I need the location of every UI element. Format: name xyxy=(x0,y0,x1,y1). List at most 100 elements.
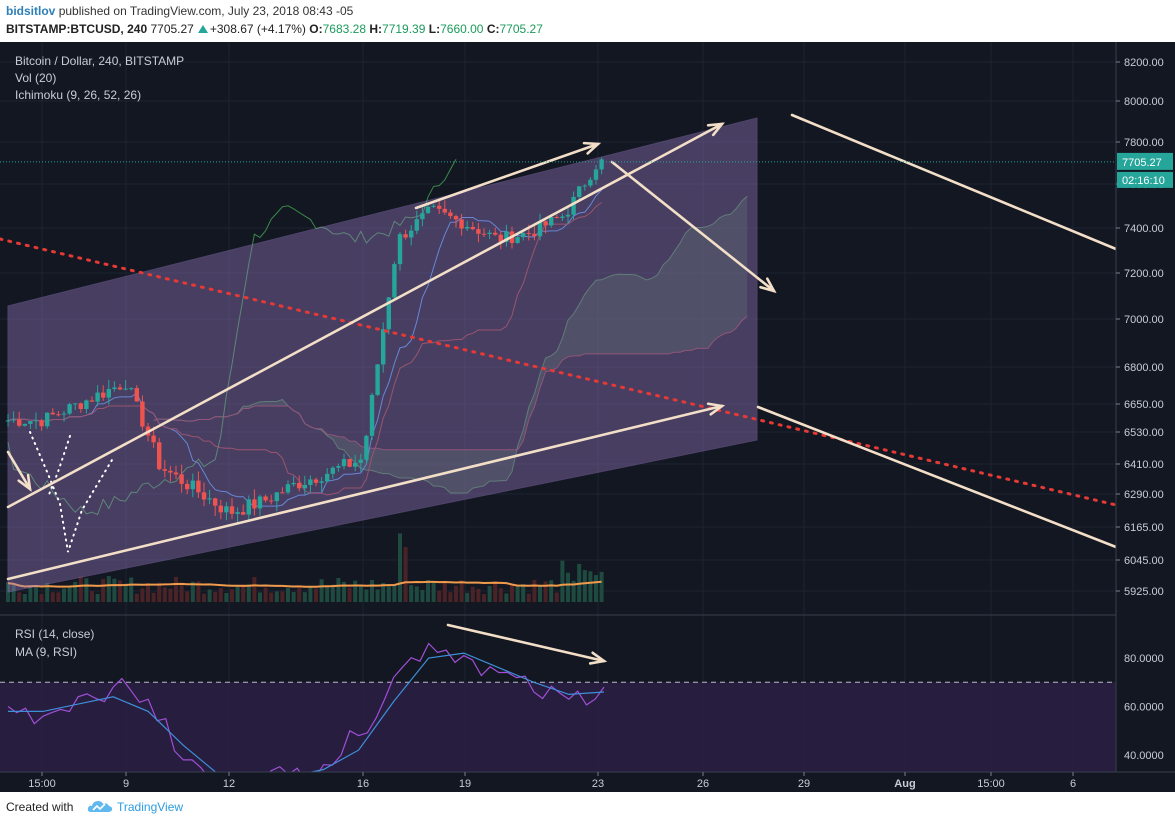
volume-bar xyxy=(336,577,341,602)
symbol-label: BITSTAMP:BTCUSD, 240 xyxy=(6,22,148,36)
volume-bar xyxy=(269,592,274,602)
candle-body xyxy=(22,423,27,426)
volume-bar xyxy=(17,592,22,602)
candle-body xyxy=(325,473,330,482)
candle-body xyxy=(409,230,414,238)
volume-bar xyxy=(246,584,251,602)
volume-bar xyxy=(291,591,296,602)
tradingview-link[interactable]: TradingView xyxy=(117,800,184,814)
created-with-text: Created with xyxy=(6,800,74,814)
candle-body xyxy=(437,205,442,209)
candle-body xyxy=(532,233,537,237)
candle-body xyxy=(84,400,89,410)
author-link[interactable]: bidsitlov xyxy=(6,4,56,18)
volume-bar xyxy=(364,589,369,602)
candle-body xyxy=(179,474,184,484)
volume-bar xyxy=(258,592,262,602)
rsi-tick-label: 80.0000 xyxy=(1124,653,1164,665)
volume-bar xyxy=(174,576,178,602)
candle-body xyxy=(487,232,492,235)
chart-title[interactable]: Bitcoin / Dollar, 240, BITSTAMP xyxy=(15,54,185,68)
footer: Created with TradingView xyxy=(0,792,1175,824)
volume-bar xyxy=(353,580,358,602)
volume-bar xyxy=(319,579,324,602)
time-axis-background xyxy=(0,772,1175,792)
volume-bar xyxy=(431,581,436,602)
candle-body xyxy=(185,483,190,490)
candle-body xyxy=(504,231,509,242)
volume-bar xyxy=(101,578,106,602)
volume-bar xyxy=(235,585,240,602)
up-triangle-icon xyxy=(197,25,208,33)
volume-bar xyxy=(34,585,38,602)
projection-line-top xyxy=(790,113,1118,251)
candle-body xyxy=(129,388,134,390)
time-tick-label: 16 xyxy=(357,778,369,790)
volume-legend[interactable]: Vol (20) xyxy=(15,71,57,85)
time-tick-label: 9 xyxy=(123,778,129,790)
candle-body xyxy=(151,435,156,443)
time-tick-label: 6 xyxy=(1070,778,1076,790)
candle-body xyxy=(73,403,78,405)
volume-bar xyxy=(342,581,346,602)
volume-bar xyxy=(179,583,184,602)
volume-bar xyxy=(185,591,190,602)
volume-bar xyxy=(454,585,458,602)
rsi-divergence-arrow xyxy=(446,623,606,663)
candle-body xyxy=(565,214,571,217)
candle-body xyxy=(218,505,223,513)
price-tick-label: 5925.00 xyxy=(1124,586,1164,598)
candle-body xyxy=(246,499,251,515)
volume-bar xyxy=(196,581,201,602)
time-tick-label: 19 xyxy=(459,778,471,790)
rsi-legend[interactable]: RSI (14, close) xyxy=(15,627,95,641)
volume-bar xyxy=(392,585,397,602)
price-tick-label: 6165.00 xyxy=(1124,522,1164,534)
candle-body xyxy=(33,420,39,422)
candle-body xyxy=(526,232,531,234)
candle-body xyxy=(162,469,167,471)
candle-body xyxy=(168,470,173,473)
candle-body xyxy=(95,392,100,402)
rsi-tick-label: 60.0000 xyxy=(1124,702,1164,714)
candle-body xyxy=(403,234,408,238)
volume-bar xyxy=(409,585,414,602)
open-label: O: xyxy=(309,22,323,36)
candle-body xyxy=(213,498,218,506)
upper-trend-arrow-head xyxy=(706,122,725,137)
last-price: 7705.27 xyxy=(150,22,194,36)
chart-area[interactable]: 8200.008000.007800.007600.007400.007200.… xyxy=(0,42,1175,792)
candle-body xyxy=(302,484,307,489)
price-chart[interactable]: 8200.008000.007800.007600.007400.007200.… xyxy=(0,42,1175,792)
low-value: 7660.00 xyxy=(440,22,484,36)
volume-bar xyxy=(358,585,363,602)
candle-body xyxy=(459,219,464,229)
price-tick-label: 7200.00 xyxy=(1124,268,1164,280)
countdown-tag xyxy=(1117,171,1173,188)
volume-bar xyxy=(73,581,78,602)
left-small-arrow xyxy=(6,450,32,491)
projection-line-bottom xyxy=(756,405,1118,549)
candle-body xyxy=(397,234,403,265)
drop-arrow-head xyxy=(759,277,777,294)
rsi-ma-legend[interactable]: MA (9, RSI) xyxy=(15,645,78,659)
candle-body xyxy=(106,388,111,398)
dotted-zigzag xyxy=(29,431,113,553)
volume-bar xyxy=(426,579,430,602)
close-label: C: xyxy=(486,22,500,36)
candle-body xyxy=(465,226,470,229)
ichimoku-legend[interactable]: Ichimoku (9, 26, 52, 26) xyxy=(15,88,142,102)
volume-bar xyxy=(213,591,218,602)
volume-bar xyxy=(560,560,565,602)
candle-body xyxy=(448,212,453,217)
candle-body xyxy=(481,233,487,235)
candle-body xyxy=(453,216,459,220)
high-value: 7719.39 xyxy=(382,22,426,36)
candle-body xyxy=(123,388,128,390)
top-wick-arrow-head xyxy=(582,141,602,155)
time-tick-label: Aug xyxy=(894,778,915,790)
volume-bar xyxy=(386,586,391,602)
price-change: +308.67 (+4.17%) xyxy=(209,22,306,36)
volume-bar xyxy=(459,580,464,602)
candle-body xyxy=(252,499,257,509)
